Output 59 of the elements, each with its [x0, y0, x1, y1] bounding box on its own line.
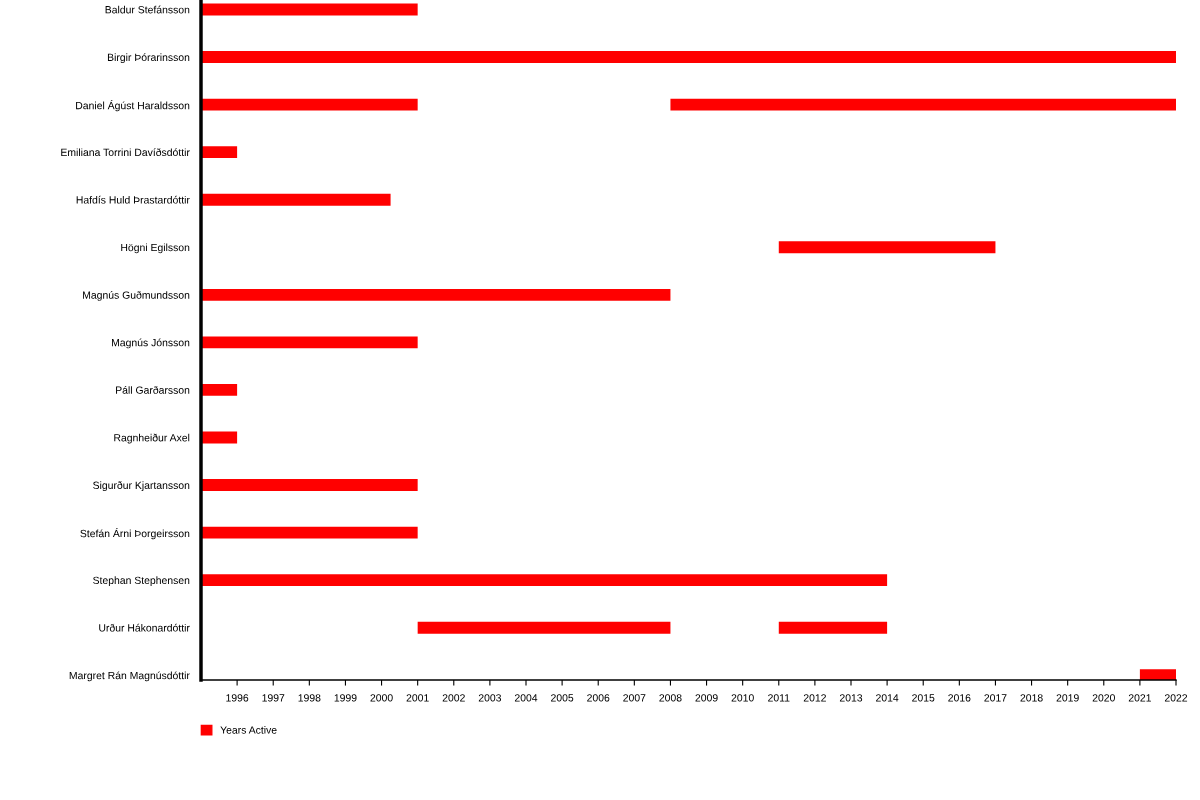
x-tick-label: 2008 — [659, 694, 682, 702]
x-tick-label: 2014 — [876, 694, 899, 702]
x-tick-label: 2021 — [1128, 694, 1151, 702]
bar — [201, 98, 418, 111]
bar — [778, 241, 996, 254]
bar — [201, 146, 238, 159]
x-tick-label: 2002 — [442, 694, 465, 702]
bar — [201, 479, 418, 491]
y-tick-label: Stephan Stephensen — [93, 576, 190, 587]
x-tick-label: 2000 — [370, 694, 393, 702]
x-tick-label: 1997 — [262, 694, 285, 702]
bar — [201, 51, 1176, 64]
bar — [201, 193, 391, 206]
bar — [201, 574, 888, 587]
x-tick-label: 2015 — [912, 694, 935, 702]
x-tick-label: 2004 — [514, 694, 538, 702]
x-tick-label: 1998 — [298, 694, 321, 702]
x-tick-label: 2019 — [1056, 694, 1079, 702]
y-tick-label: Daniel Ágúst Haraldsson — [76, 100, 190, 112]
y-tick-label: Páll Garðarsson — [116, 386, 190, 394]
bar — [201, 526, 418, 539]
x-tick-label: 1999 — [334, 694, 357, 702]
bar — [778, 621, 888, 634]
x-tick-label: 2016 — [948, 694, 971, 702]
bar — [201, 383, 238, 396]
legend-label: Years Active — [220, 726, 277, 734]
y-tick-label: Margret Rán Magnúsdóttir — [69, 671, 190, 682]
x-tick-label: 2001 — [406, 694, 429, 702]
x-tick-label: 2012 — [803, 694, 826, 702]
bar — [201, 288, 671, 301]
y-tick-label: Stefán Árni Þorgeirsson — [80, 528, 190, 540]
y-tick-label: Magnús Guðmundsson — [83, 290, 190, 301]
x-tick-label: 2007 — [623, 694, 646, 702]
x-tick-label: 2006 — [587, 694, 610, 702]
y-tick-label: Magnús Jónsson — [112, 338, 190, 349]
x-tick-label: 2013 — [839, 694, 863, 702]
x-tick-label: 2022 — [1164, 694, 1188, 702]
bar — [201, 3, 418, 16]
y-tick-label: Emiliana Torrini Davíðsdóttir — [61, 148, 190, 157]
x-tick-label: 2017 — [984, 694, 1007, 702]
y-tick-label: Sigurður Kjartansson — [93, 481, 190, 492]
y-tick-label: Hafdís Huld Þrastardóttir — [76, 195, 190, 204]
x-tick-label: 1996 — [226, 694, 249, 702]
bar — [670, 98, 1176, 111]
y-tick-label: Birgir Þórarinsson — [107, 53, 190, 64]
x-tick-label: 2005 — [551, 694, 574, 702]
y-tick-label: Urður Hákonardóttir — [99, 623, 190, 632]
x-tick-label: 2009 — [695, 694, 718, 702]
y-tick-label: Högni Egilsson — [121, 243, 190, 254]
x-tick-label: 2003 — [478, 694, 502, 702]
y-tick-label: Baldur Stefánsson — [105, 5, 190, 14]
x-tick-label: 2010 — [731, 694, 754, 702]
bar — [1139, 669, 1176, 680]
y-tick-label: Ragnheiður Axel — [114, 433, 190, 444]
x-tick-label: 2011 — [768, 694, 790, 702]
bar — [201, 336, 418, 349]
x-tick-label: 2018 — [1020, 694, 1043, 702]
x-tick-label: 2020 — [1092, 694, 1115, 702]
bar — [417, 621, 671, 634]
